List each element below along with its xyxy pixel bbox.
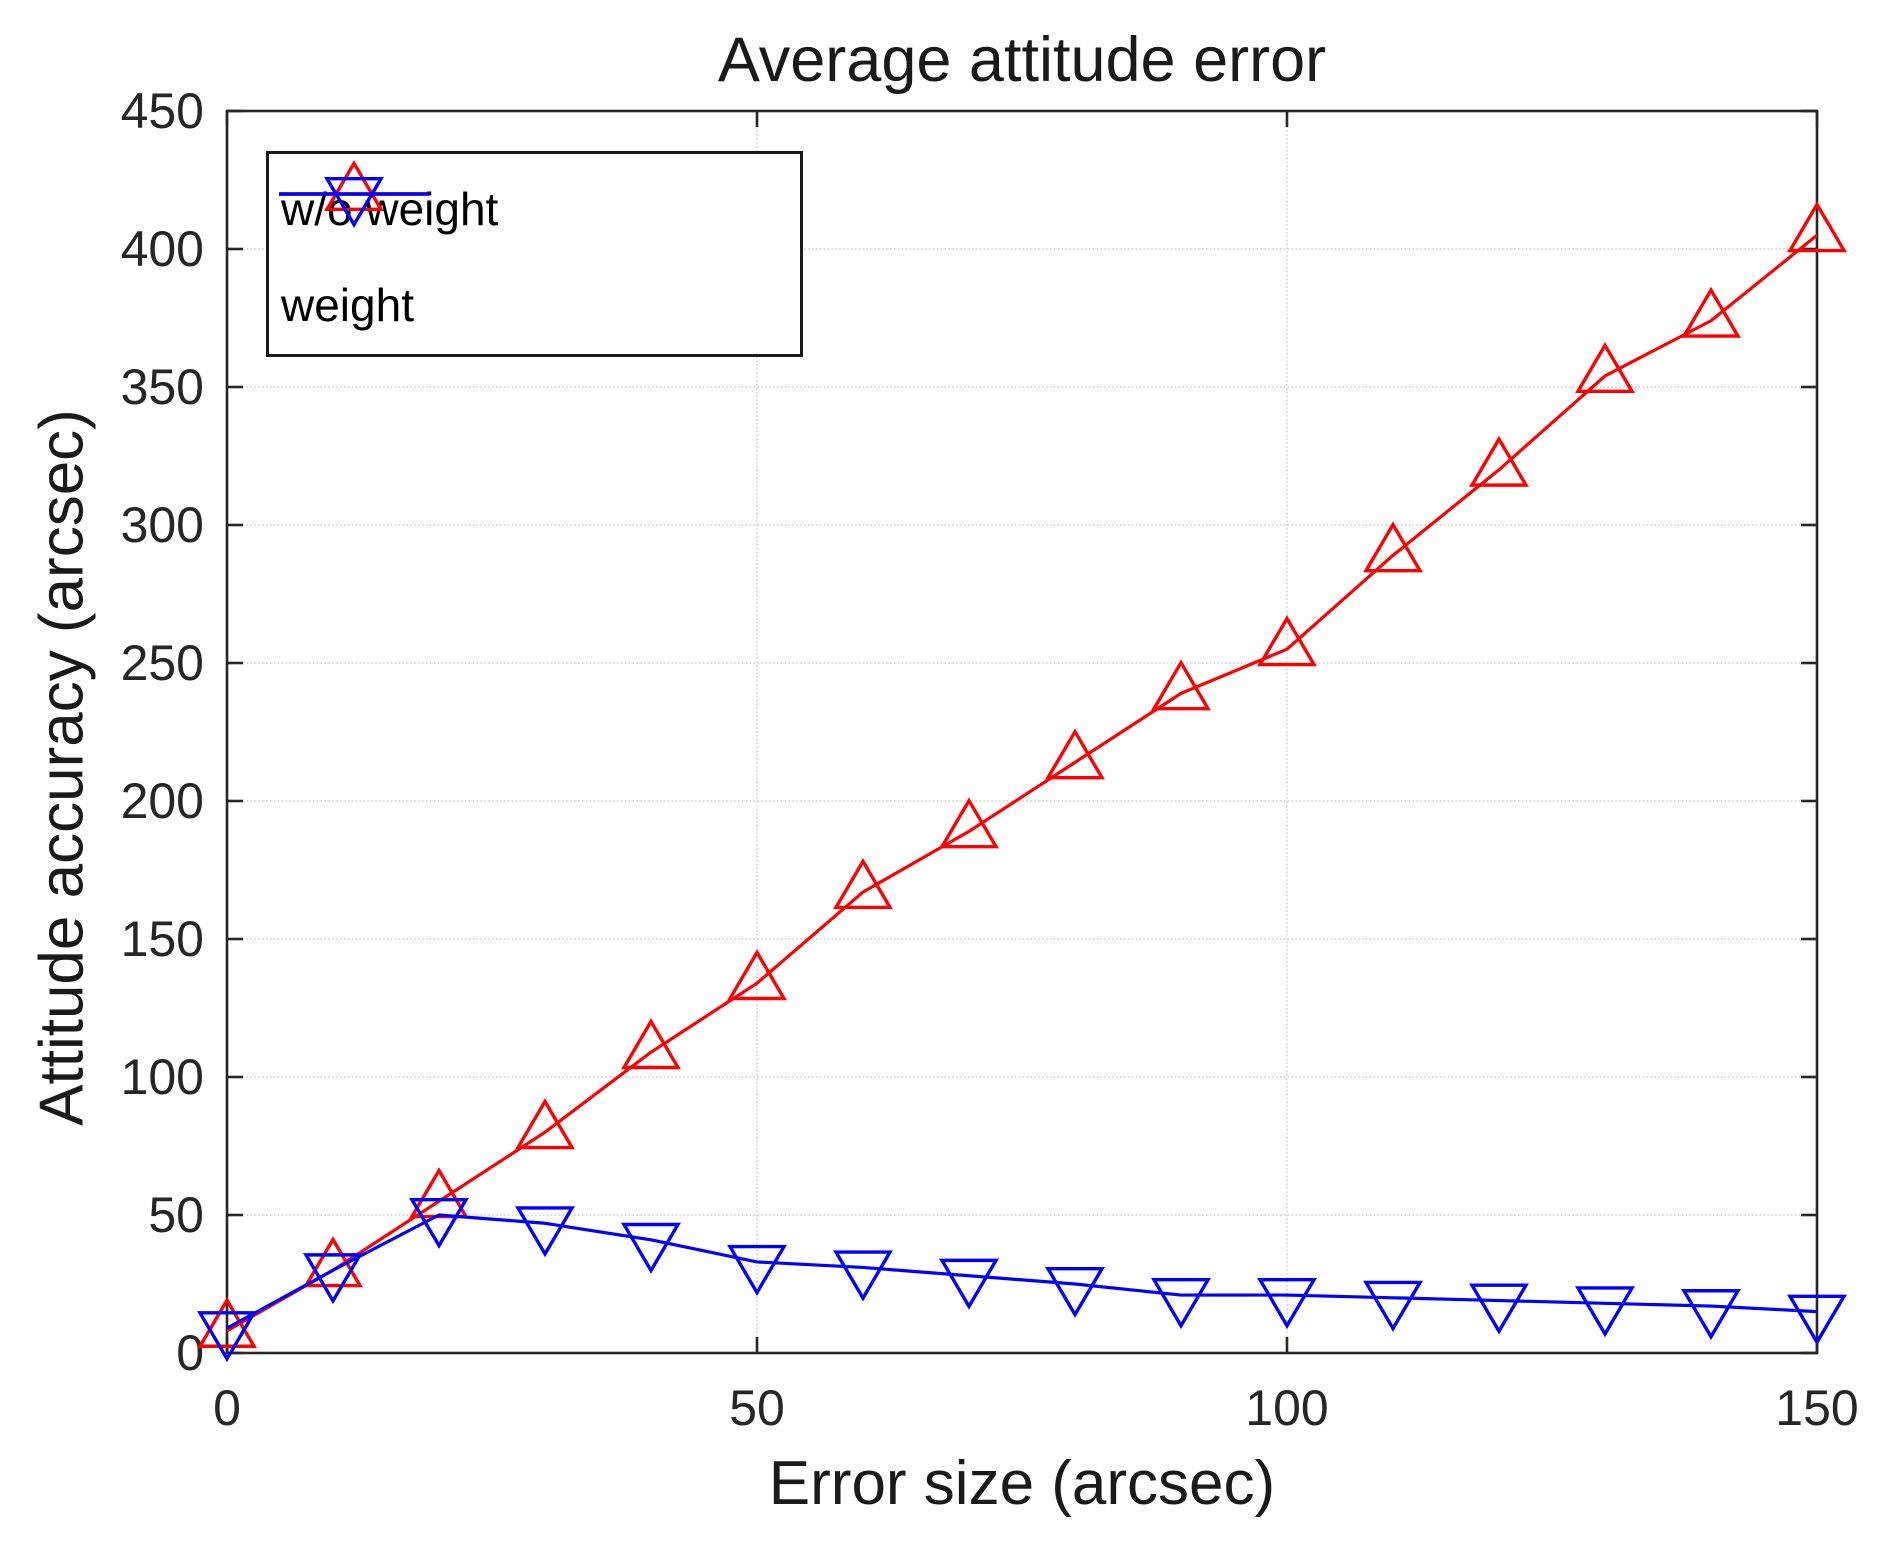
marker-triangle-up-icon xyxy=(1151,659,1211,711)
marker-triangle-up-icon xyxy=(1681,286,1741,338)
y-tick-label: 0 xyxy=(176,1325,204,1381)
legend-triangle-up-icon xyxy=(324,159,384,212)
marker-triangle-up-icon xyxy=(515,1098,575,1150)
legend-label: w/o weight xyxy=(281,183,499,235)
marker-triangle-down-icon xyxy=(197,1311,257,1363)
marker-triangle-up-icon xyxy=(833,858,893,910)
series-line-1 xyxy=(226,1213,1818,1330)
marker-triangle-down-icon xyxy=(1363,1280,1423,1332)
y-axis-label: Attitude accuracy (arcsec) xyxy=(27,409,97,1126)
marker-triangle-down-icon xyxy=(1681,1289,1741,1341)
x-tick-label: 150 xyxy=(1775,1380,1858,1436)
marker-triangle-up-icon xyxy=(1363,521,1423,573)
marker-triangle-up-icon xyxy=(303,1236,363,1288)
marker-triangle-up-icon xyxy=(1469,435,1529,487)
marker-triangle-down-icon xyxy=(1045,1266,1105,1319)
marker-triangle-down-icon xyxy=(833,1250,893,1302)
legend: w/o weight weight xyxy=(266,151,803,357)
marker-triangle-down-icon xyxy=(303,1253,363,1305)
marker-triangle-down-icon xyxy=(939,1258,999,1310)
y-tick-label: 50 xyxy=(148,1187,204,1243)
x-axis-label: Error size (arcsec) xyxy=(768,1449,1276,1518)
x-tick-label: 0 xyxy=(213,1380,241,1436)
marker-triangle-down-icon xyxy=(515,1206,575,1258)
marker-triangle-up-icon xyxy=(1787,201,1847,253)
marker-triangle-down-icon xyxy=(727,1244,787,1296)
marker-triangle-down-icon xyxy=(1257,1278,1317,1330)
marker-triangle-down-icon xyxy=(1151,1278,1211,1330)
marker-triangle-down-icon xyxy=(1469,1283,1529,1335)
y-tick-label: 400 xyxy=(121,221,204,277)
legend-triangle-down-icon xyxy=(324,176,384,229)
marker-triangle-up-icon xyxy=(939,797,999,849)
y-tick-label: 200 xyxy=(121,773,204,829)
axis-box xyxy=(225,109,1819,1355)
y-tick-label: 450 xyxy=(121,83,204,139)
marker-triangle-down-icon xyxy=(1575,1286,1635,1338)
y-tick-label: 300 xyxy=(121,497,204,553)
marker-triangle-up-icon xyxy=(1575,341,1635,393)
marker-triangle-down-icon xyxy=(409,1197,469,1250)
y-tick-label: 250 xyxy=(121,635,204,691)
x-tick-label: 100 xyxy=(1245,1380,1328,1436)
marker-triangle-up-icon xyxy=(727,949,787,1001)
series-line-0 xyxy=(226,233,1819,1333)
marker-triangle-down-icon xyxy=(1787,1294,1847,1346)
y-tick-label: 350 xyxy=(121,359,204,415)
y-tick-label: 150 xyxy=(121,911,204,967)
legend-entry: weight xyxy=(269,176,800,353)
marker-triangle-down-icon xyxy=(621,1222,681,1274)
x-tick-label: 50 xyxy=(729,1380,785,1436)
legend-marker-triangle-down-icon xyxy=(279,176,429,229)
marker-triangle-up-icon xyxy=(621,1018,681,1070)
marker-triangle-up-icon xyxy=(1045,728,1105,780)
y-tick-label: 100 xyxy=(121,1049,204,1105)
legend-label: weight xyxy=(281,279,414,331)
chart-title: Average attitude error xyxy=(717,25,1327,95)
marker-triangle-up-icon xyxy=(197,1296,257,1348)
marker-triangle-up-icon xyxy=(1257,615,1317,667)
marker-triangle-up-icon xyxy=(409,1167,469,1219)
